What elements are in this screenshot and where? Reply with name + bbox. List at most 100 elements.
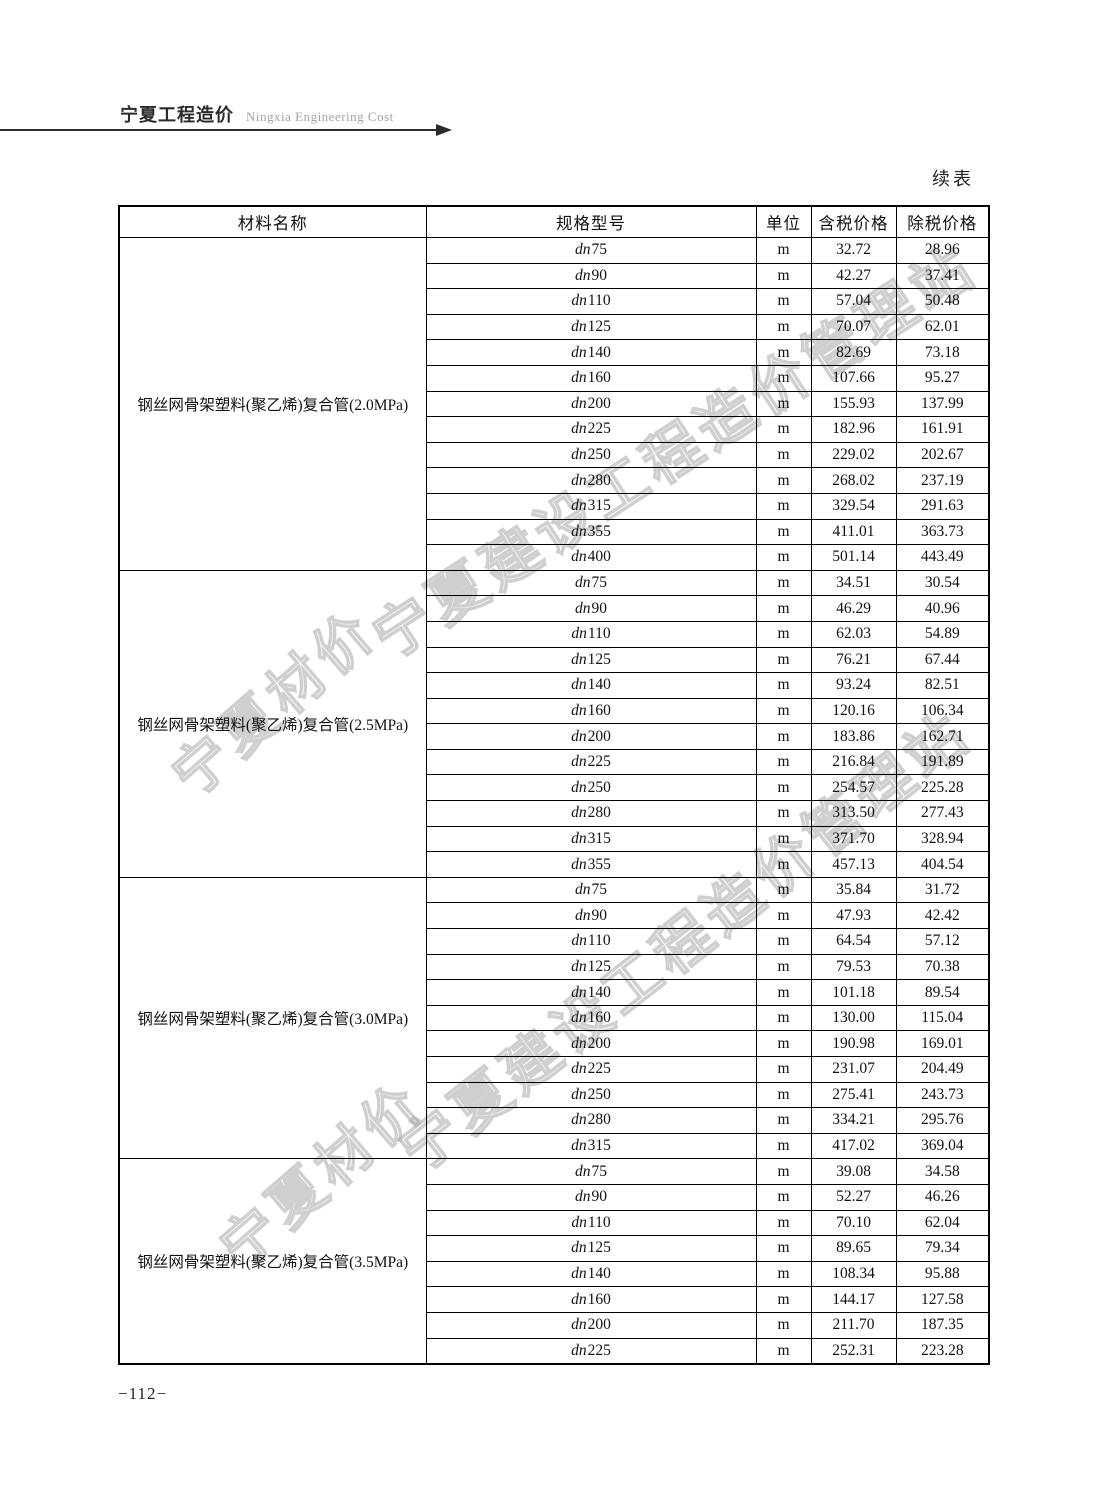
unit-cell: m: [755, 1286, 812, 1313]
spec-cell: dn90: [425, 1183, 757, 1211]
no-tax-price-cell: 169.01: [895, 1030, 990, 1057]
tax-price-cell: 82.69: [810, 339, 897, 366]
unit-cell: m: [755, 928, 812, 955]
no-tax-price-cell: 369.04: [895, 1132, 990, 1160]
table-row: dn250 m 229.02 202.67: [119, 441, 990, 469]
no-tax-price-cell: 95.27: [895, 364, 990, 392]
tax-price-cell: 47.93: [810, 902, 897, 930]
no-tax-price-cell: 89.54: [895, 979, 990, 1006]
tax-price-cell: 32.72: [810, 237, 897, 264]
tax-price-cell: 155.93: [810, 390, 897, 418]
table-row: dn160 m 130.00 115.04: [119, 1004, 990, 1032]
spec-cell: dn140: [425, 672, 757, 699]
table-row: dn140 m 101.18 89.54: [119, 979, 990, 1006]
tax-price-cell: 39.08: [810, 1158, 897, 1185]
spec-cell: dn125: [425, 953, 757, 981]
spec-cell: dn200: [425, 723, 757, 750]
no-tax-price-cell: 62.04: [895, 1209, 990, 1237]
spec-cell: dn75: [425, 237, 757, 264]
tax-price-cell: 107.66: [810, 364, 897, 392]
price-table-wrap: 材料名称 规格型号 单位 含税价格 除税价格 钢丝网骨架塑料(聚乙烯)复合管(2…: [118, 205, 990, 1366]
unit-cell: m: [755, 620, 812, 648]
material-name-cell: 钢丝网骨架塑料(聚乙烯)复合管(3.0MPa): [118, 876, 427, 1160]
tax-price-cell: 70.10: [810, 1209, 897, 1237]
spec-cell: dn400: [425, 544, 757, 571]
table-row: dn125 m 70.07 62.01: [119, 313, 990, 341]
spec-cell: dn200: [425, 1311, 757, 1339]
spec-cell: dn110: [425, 928, 757, 955]
unit-cell: m: [755, 979, 812, 1006]
journal-title-en: Ningxia Engineering Cost: [246, 109, 394, 124]
tax-price-cell: 231.07: [810, 1056, 897, 1083]
unit-cell: m: [755, 1235, 812, 1262]
unit-cell: m: [755, 313, 812, 341]
tax-price-cell: 70.07: [810, 313, 897, 341]
no-tax-price-cell: 50.48: [895, 288, 990, 315]
tax-price-cell: 268.02: [810, 467, 897, 494]
tax-price-cell: 144.17: [810, 1286, 897, 1313]
no-tax-price-cell: 62.01: [895, 313, 990, 341]
no-tax-price-cell: 28.96: [895, 237, 990, 264]
material-name-cell: 钢丝网骨架塑料(聚乙烯)复合管(2.5MPa): [118, 569, 427, 878]
unit-cell: m: [755, 902, 812, 930]
no-tax-price-cell: 404.54: [895, 851, 990, 878]
col-header-tax-price: 含税价格: [810, 205, 897, 238]
header-arrow-icon: [436, 124, 452, 136]
table-row: dn400 m 501.14 443.49: [119, 544, 990, 571]
no-tax-price-cell: 191.89: [895, 748, 990, 776]
unit-cell: m: [755, 544, 812, 571]
spec-cell: dn125: [425, 646, 757, 674]
table-row: dn250 m 275.41 243.73: [119, 1081, 990, 1109]
no-tax-price-cell: 79.34: [895, 1235, 990, 1262]
no-tax-price-cell: 40.96: [895, 595, 990, 622]
unit-cell: m: [755, 288, 812, 315]
unit-cell: m: [755, 876, 812, 904]
no-tax-price-cell: 328.94: [895, 825, 990, 853]
table-row: 钢丝网骨架塑料(聚乙烯)复合管(2.5MPa) dn75 m 34.51 30.54: [118, 569, 990, 878]
tax-price-cell: 89.65: [810, 1235, 897, 1262]
tax-price-cell: 229.02: [810, 441, 897, 469]
spec-cell: dn90: [425, 595, 757, 622]
col-header-material: 材料名称: [118, 205, 427, 238]
table-row: dn200 m 190.98 169.01: [119, 1030, 990, 1057]
spec-cell: dn160: [425, 1286, 757, 1313]
no-tax-price-cell: 67.44: [895, 646, 990, 674]
tax-price-cell: 334.21: [810, 1107, 897, 1134]
table-row: dn125 m 76.21 67.44: [119, 646, 990, 674]
spec-cell: dn140: [425, 339, 757, 366]
spec-cell: dn110: [425, 288, 757, 315]
spec-cell: dn250: [425, 1081, 757, 1109]
tax-price-cell: 182.96: [810, 416, 897, 443]
spec-cell: dn225: [425, 1056, 757, 1083]
masthead: 宁夏工程造价 Ningxia Engineering Cost: [120, 101, 394, 127]
unit-cell: m: [755, 1260, 812, 1288]
tax-price-cell: 417.02: [810, 1132, 897, 1160]
unit-cell: m: [755, 1030, 812, 1057]
no-tax-price-cell: 161.91: [895, 416, 990, 443]
unit-cell: m: [755, 1107, 812, 1134]
unit-cell: m: [755, 1056, 812, 1083]
spec-cell: dn315: [425, 1132, 757, 1160]
material-name-cell: 钢丝网骨架塑料(聚乙烯)复合管(2.0MPa): [118, 237, 427, 571]
spec-cell: dn315: [425, 825, 757, 853]
spec-cell: dn75: [425, 876, 757, 904]
unit-cell: m: [755, 1183, 812, 1211]
tax-price-cell: 313.50: [810, 800, 897, 827]
spec-cell: dn125: [425, 1235, 757, 1262]
table-row: 钢丝网骨架塑料(聚乙烯)复合管(3.5MPa) dn75 m 39.08 34.58: [118, 1158, 990, 1365]
table-row: dn315 m 371.70 328.94: [119, 825, 990, 853]
no-tax-price-cell: 31.72: [895, 876, 990, 904]
spec-cell: dn225: [425, 1337, 757, 1365]
unit-cell: m: [755, 1132, 812, 1160]
unit-cell: m: [755, 1337, 812, 1365]
unit-cell: m: [755, 492, 812, 520]
unit-cell: m: [755, 953, 812, 981]
tax-price-cell: 101.18: [810, 979, 897, 1006]
spec-cell: dn200: [425, 390, 757, 418]
no-tax-price-cell: 137.99: [895, 390, 990, 418]
table-row: dn280 m 334.21 295.76: [119, 1107, 990, 1134]
unit-cell: m: [755, 339, 812, 366]
spec-cell: dn250: [425, 774, 757, 802]
spec-cell: dn125: [425, 313, 757, 341]
unit-cell: m: [755, 262, 812, 290]
